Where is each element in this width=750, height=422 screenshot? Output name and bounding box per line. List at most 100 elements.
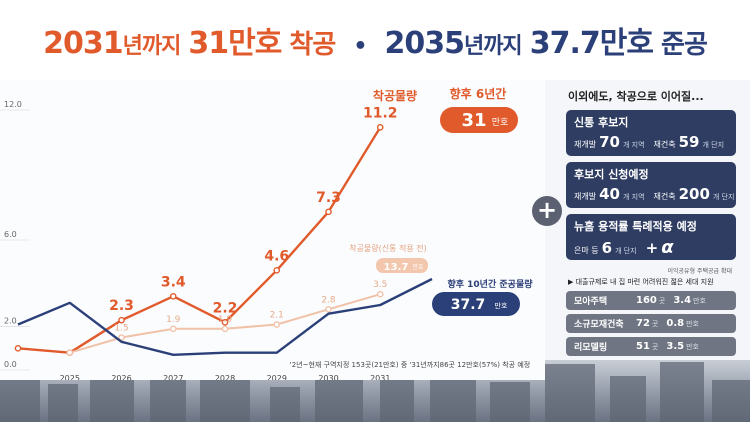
row-count-unit: 곳 bbox=[651, 319, 659, 328]
starts-badge-caption: 향후 6년간 bbox=[450, 86, 507, 101]
y-tick-label: 6.0 bbox=[4, 230, 17, 239]
pre-badge-value: 13.7 bbox=[384, 262, 409, 273]
completions-badge-unit: 만호 bbox=[495, 301, 508, 310]
pre-badge bbox=[376, 258, 428, 273]
data-point bbox=[376, 124, 384, 131]
headline-right-verb: 준공 bbox=[661, 30, 708, 60]
data-point bbox=[169, 325, 177, 333]
stat-number: 200 bbox=[678, 185, 710, 203]
headline-left-suffix: 년까지 bbox=[122, 34, 182, 59]
x-tick-label: 2027 bbox=[163, 374, 183, 380]
headline-left-year: 2031 bbox=[43, 26, 123, 61]
box-title: 신통 후보지 bbox=[574, 116, 629, 129]
x-tick-label: 2025 bbox=[60, 374, 80, 380]
box-title: 뉴홈 용적률 특례적용 예정 bbox=[574, 220, 697, 233]
box-planned-applications: 후보지 신청예정 재개발 40 개 지역 재건축 200 개 단지 bbox=[566, 162, 736, 208]
stat-number: 70 bbox=[599, 133, 620, 151]
data-point bbox=[118, 316, 125, 324]
data-label: 2.3 bbox=[109, 298, 134, 314]
y-tick-label: 12.0 bbox=[4, 100, 22, 109]
chart-footnote: '2년~현재 구역지정 153곳(21만호) 중 '31년까지86곳 12만호(… bbox=[290, 360, 530, 369]
starts-badge-value: 31 bbox=[461, 110, 486, 131]
label-layer: 2.3 3.4 2.2 4.6 7.3 11.2 1.5 1.9 1.9 2.1 2.8 3.5 bbox=[109, 105, 397, 333]
headline-left-value: 31만호 bbox=[188, 26, 282, 61]
box-floor-area-ratio: 뉴홈 용적률 특례적용 예정 은마 등 6 개 단지 + α bbox=[566, 214, 736, 260]
data-point bbox=[221, 319, 229, 326]
row-count-unit: 곳 bbox=[658, 296, 666, 305]
headline-right-suffix: 년까지 bbox=[463, 34, 523, 59]
stat-unit: 개 지역 bbox=[622, 193, 645, 201]
starts-badge-unit: 만호 bbox=[492, 117, 509, 128]
headline-right-value: 37.7만호 bbox=[529, 26, 654, 61]
series-line bbox=[17, 277, 433, 356]
stat-label: 은마 등 bbox=[574, 246, 599, 255]
data-label: 2.8 bbox=[321, 295, 336, 305]
title-banner: 2031년까지 31만호 착공 • 2035년까지 37.7만호 준공 bbox=[0, 0, 750, 80]
data-label: 2.2 bbox=[213, 300, 238, 316]
stat-number: 40 bbox=[599, 185, 620, 203]
box-candidate-sites: 신통 후보지 재개발 70 개 지역 재건축 59 개 단지 bbox=[566, 110, 736, 156]
box-stats: 재개발 40 개 지역 재건축 200 개 단지 bbox=[574, 185, 734, 203]
headline-left-verb: 착공 bbox=[289, 30, 336, 60]
x-tick-label: 2031 bbox=[370, 374, 390, 380]
starts-badge bbox=[440, 107, 518, 133]
series-line bbox=[17, 126, 382, 354]
stat-number: 6 bbox=[601, 239, 613, 257]
stat-label: 재개발 bbox=[574, 140, 597, 149]
row-count: 51 bbox=[636, 341, 650, 352]
data-point bbox=[273, 267, 281, 274]
headline-dot: • bbox=[353, 34, 367, 59]
data-point bbox=[14, 345, 22, 352]
row-label: 소규모재건축 bbox=[574, 320, 624, 330]
row-label: 모아주택 bbox=[574, 297, 608, 307]
data-point bbox=[325, 306, 332, 313]
y-tick-label: 0.0 bbox=[4, 360, 17, 369]
stat-number: 59 bbox=[678, 133, 700, 151]
data-point bbox=[66, 349, 74, 356]
row-value: 3.4 bbox=[673, 295, 692, 306]
data-label: 11.2 bbox=[363, 105, 398, 121]
box-stats: 재개발 70 개 지역 재건축 59 개 단지 bbox=[574, 133, 728, 151]
row-count: 72 bbox=[636, 318, 650, 329]
stat-unit: 개 단지 bbox=[615, 247, 637, 255]
row-count-unit: 곳 bbox=[651, 342, 659, 351]
row-moa-housing: 모아주택 160 곳 3.4 만호 bbox=[566, 291, 736, 310]
starts-series-title: 착공물량 bbox=[373, 88, 417, 103]
data-label: 3.5 bbox=[373, 280, 387, 290]
plus-sign: + bbox=[645, 239, 659, 257]
x-tick-label: 2026 bbox=[111, 374, 131, 380]
completions-caption: 향후 10년간 준공물량 bbox=[447, 278, 533, 290]
stat-label: 재건축 bbox=[653, 192, 676, 201]
note-small: 이익공유형 주택공급 확대 bbox=[667, 268, 732, 275]
row-value-unit: 만호 bbox=[686, 319, 699, 328]
data-point bbox=[273, 321, 281, 328]
stat-label: 재건축 bbox=[653, 140, 676, 149]
stat-unit: 개 단지 bbox=[712, 193, 735, 201]
side-panel: 이외에도, 착공으로 이어질... 신통 후보지 재개발 70 개 지역 재건축… bbox=[560, 80, 740, 372]
y-tick-label: 2.0 bbox=[4, 317, 17, 326]
headline-right-year: 2035 bbox=[384, 26, 464, 61]
data-label: 1.5 bbox=[114, 324, 128, 334]
completions-badge bbox=[432, 292, 520, 316]
row-value: 0.8 bbox=[666, 318, 685, 329]
x-tick-label: 2030 bbox=[318, 374, 338, 380]
alpha-symbol: α bbox=[661, 237, 674, 258]
x-tick-label: 2028 bbox=[215, 374, 235, 380]
box-stats: 은마 등 6 개 단지 + α bbox=[574, 237, 728, 258]
series-layer bbox=[14, 124, 433, 356]
data-point bbox=[325, 208, 332, 216]
pre-badge-unit: 만호 bbox=[412, 263, 424, 271]
row-count: 160 bbox=[636, 295, 657, 306]
row-value: 3.5 bbox=[666, 341, 685, 352]
line-chart: 0.0 2.0 6.0 12.0 2025 2026 2027 2028 2029 2030 203… bbox=[0, 80, 545, 380]
data-label: 1.9 bbox=[166, 315, 181, 325]
plus-icon: + bbox=[532, 196, 562, 226]
data-label: 3.4 bbox=[161, 274, 186, 290]
row-value-unit: 만호 bbox=[686, 342, 699, 351]
row-remodeling: 리모델링 51 곳 3.5 만호 bbox=[566, 337, 736, 356]
note-main: ▶ 대출규제로 내 집 마련 어려워진 젊은 세대 지원 bbox=[568, 278, 714, 286]
data-point bbox=[376, 290, 384, 298]
data-point bbox=[118, 334, 125, 341]
data-label: 2.1 bbox=[270, 311, 284, 321]
